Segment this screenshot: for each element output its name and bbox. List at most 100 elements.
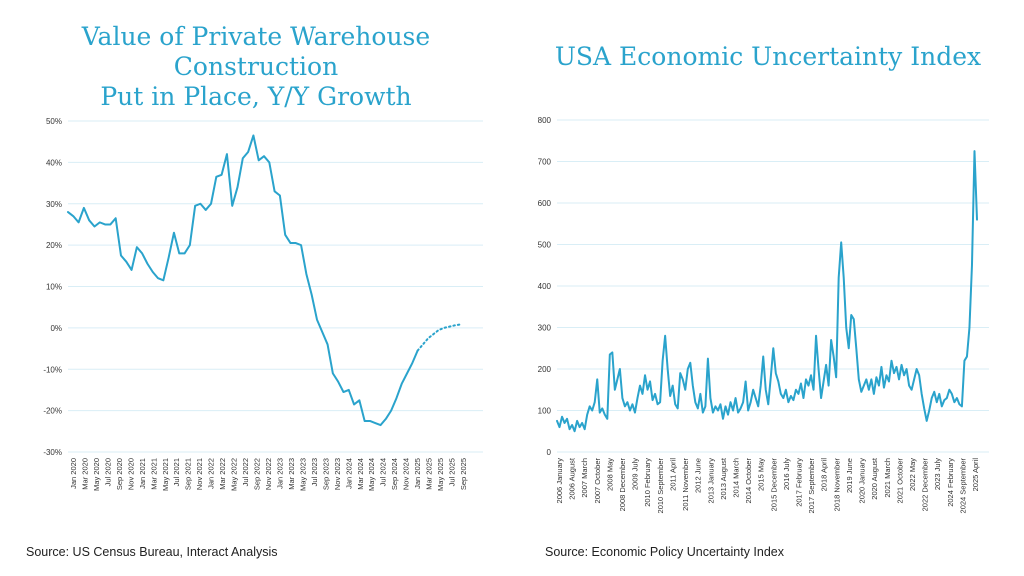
left-source-text: Source: US Census Bureau, Interact Analy…	[26, 545, 278, 559]
x-tick-label: Nov 2022	[264, 458, 273, 490]
x-tick-label: 2011 April	[668, 458, 677, 491]
x-tick-label: 2007 October	[593, 458, 602, 504]
y-tick-label: 100	[538, 407, 552, 416]
x-tick-label: Jul 2020	[103, 458, 112, 486]
x-tick-label: 2024 February	[946, 458, 955, 507]
x-tick-label: 2015 May	[757, 458, 766, 491]
x-tick-label: 2014 October	[744, 458, 753, 504]
y-tick-label: 400	[538, 282, 552, 291]
x-tick-label: 2023 July	[933, 458, 942, 490]
warehouse-growth-chart: 50%40%30%20%10%0%-10%-20%-30%Jan 2020 Mar…	[43, 117, 483, 491]
x-tick-label: Mar 2022	[218, 458, 227, 490]
y-tick-label: 0	[547, 448, 552, 457]
y-tick-label: 200	[538, 365, 552, 374]
x-tick-label: Mar 2025	[425, 458, 434, 490]
x-tick-label: 2022 May	[908, 458, 917, 491]
x-tick-label: 2022 December	[921, 458, 930, 512]
x-tick-label: Sep 2021	[184, 458, 193, 490]
x-tick-label: Jul 2025	[448, 458, 457, 486]
x-tick-label: Sep 2020	[115, 458, 124, 490]
left-chart-title: Value of Private Warehouse Construction …	[0, 22, 512, 112]
x-tick-label: May 2025	[436, 458, 445, 491]
x-tick-label: May 2024	[367, 458, 376, 491]
x-tick-label: 2008 May	[605, 458, 614, 491]
right-chart-panel: 800 700 600 500 400 300 200 100 0 2006 January 200…	[512, 0, 1024, 576]
x-tick-label: Jan 2025	[413, 458, 422, 489]
y-tick-label: 800	[538, 116, 552, 125]
x-tick-label: 2014 March	[731, 458, 740, 498]
y-tick-label: -10%	[43, 365, 62, 374]
y-tick-label: 0%	[50, 324, 62, 333]
x-tick-label: 2017 February	[795, 458, 804, 507]
x-tick-label: Mar 2021	[149, 458, 158, 490]
x-tick-label: 2011 November	[681, 458, 690, 511]
y-tick-label: 300	[538, 324, 552, 333]
x-tick-label: 2025 April	[971, 458, 980, 492]
x-tick-label: Jan 2022	[207, 458, 216, 489]
x-tick-label: Jan 2020	[69, 458, 78, 489]
series-line-index	[556, 150, 978, 433]
right-chart-title: USA Economic Uncertainty Index	[554, 42, 982, 71]
series-line-actual	[67, 134, 419, 427]
x-tick-label: 2018 April	[820, 458, 829, 492]
x-tick-label: Nov 2023	[333, 458, 342, 490]
x-tick-label: Jan 2023	[275, 458, 284, 489]
y-tick-label: 20%	[46, 241, 62, 250]
x-tick-label: 2008 December	[618, 458, 627, 512]
x-tick-label: May 2023	[298, 458, 307, 491]
x-tick-label: 2006 August	[568, 457, 577, 500]
x-tick-label: Mar 2024	[356, 458, 365, 490]
x-tick-label: Jul 2022	[241, 458, 250, 486]
x-tick-label: Nov 2021	[195, 458, 204, 490]
x-tick-label: 2009 July	[631, 458, 640, 490]
x-tick-label: 2017 September	[807, 458, 816, 514]
x-tick-label: May 2021	[161, 458, 170, 491]
y-tick-label: 40%	[46, 158, 62, 167]
x-tick-label: 2020 August	[870, 457, 879, 500]
x-tick-label: Jan 2021	[138, 458, 147, 489]
x-tick-label: 2010 September	[656, 458, 665, 514]
x-tick-label: Mar 2020	[80, 458, 89, 490]
x-tick-label: Mar 2023	[287, 458, 296, 490]
y-tick-label: 600	[538, 199, 552, 208]
x-tick-label: 2016 July	[782, 458, 791, 490]
x-tick-label: Sep 2022	[253, 458, 262, 490]
left-title-line-1: Value of Private Warehouse Construction	[81, 22, 431, 81]
x-tick-label: 2013 January	[706, 458, 715, 504]
x-tick-label: 2021 October	[895, 458, 904, 504]
y-tick-label: -20%	[43, 407, 62, 416]
x-tick-label: Sep 2025	[459, 458, 468, 490]
x-tick-label: Sep 2023	[321, 458, 330, 490]
x-tick-label: May 2020	[92, 458, 101, 491]
x-tick-label: 2007 March	[580, 458, 589, 498]
y-tick-label: 30%	[46, 200, 62, 209]
x-tick-label: 2018 November	[832, 458, 841, 512]
y-tick-label: 10%	[46, 283, 62, 292]
x-tick-label: Nov 2024	[402, 458, 411, 490]
x-tick-label: Sep 2024	[390, 458, 399, 490]
x-tick-label: 2020 January	[858, 458, 867, 504]
series-line-forecast	[416, 323, 461, 352]
left-chart-panel: 50% 40% 30% 20% 10% 0% -10% -20% -30% Jan 2020 Mar…	[0, 22, 512, 559]
y-tick-label: 700	[538, 158, 552, 167]
x-tick-label: Jan 2024	[344, 458, 353, 489]
x-tick-label: 2024 September	[958, 458, 967, 514]
x-tick-label: Jul 2021	[172, 458, 181, 486]
x-tick-label: Nov 2020	[126, 458, 135, 490]
x-tick-label: 2010 February	[643, 458, 652, 507]
x-tick-label: Jul 2024	[379, 458, 388, 486]
x-tick-label: 2006 January	[555, 458, 564, 504]
left-title-line-2: Put in Place, Y/Y Growth	[100, 82, 412, 111]
x-tick-label: 2021 March	[883, 458, 892, 498]
right-source-text: Source: Economic Policy Uncertainty Inde…	[545, 545, 784, 559]
x-tick-label: 2019 June	[845, 458, 854, 493]
y-tick-label: 500	[538, 241, 552, 250]
x-tick-label: 2013 August	[719, 457, 728, 500]
x-tick-label: Jul 2023	[310, 458, 319, 486]
x-tick-label: 2015 December	[769, 458, 778, 512]
y-tick-label: -30%	[43, 448, 62, 457]
y-tick-label: 50%	[46, 117, 62, 126]
x-tick-label: May 2022	[230, 458, 239, 491]
x-tick-label: 2012 June	[694, 458, 703, 493]
